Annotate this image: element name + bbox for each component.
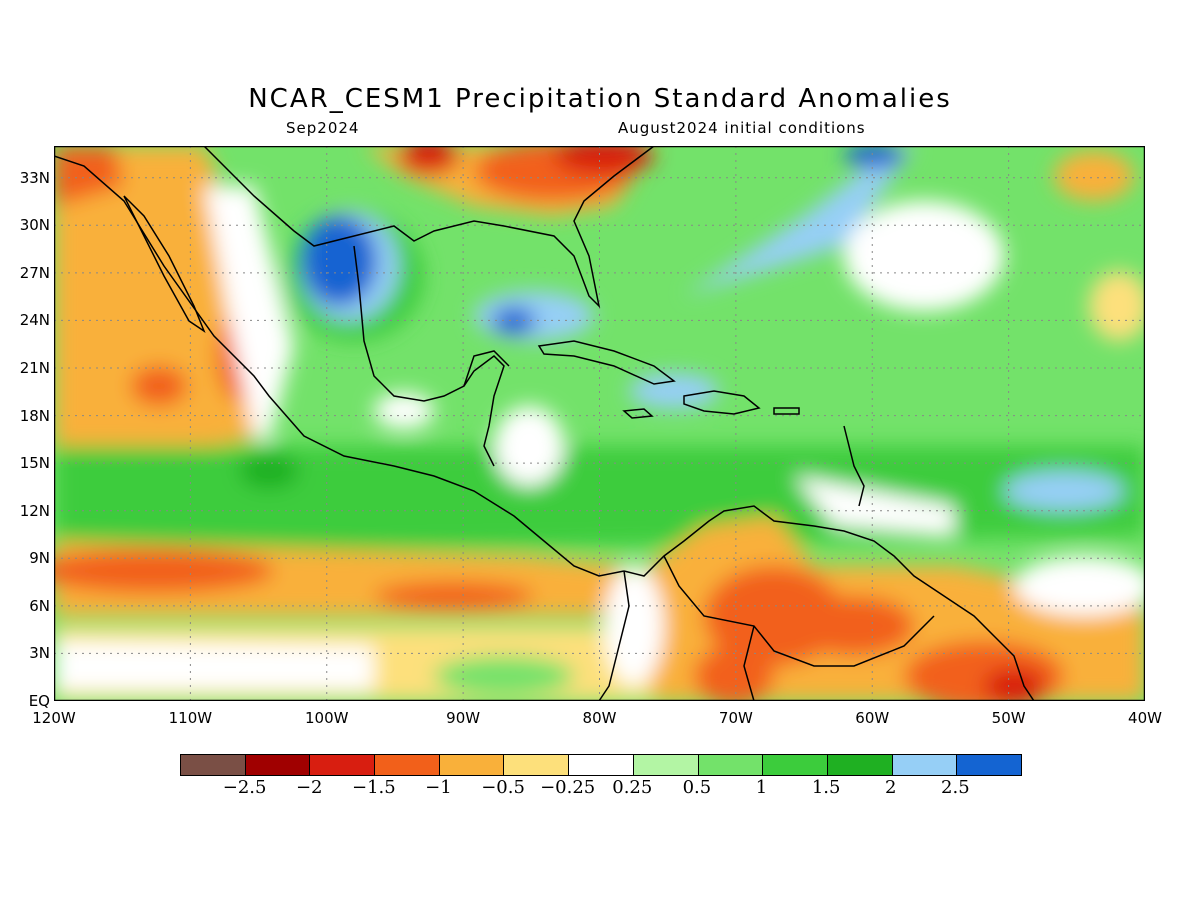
lon-tick-label: 90W xyxy=(446,709,481,727)
colorbar-tick-label: −0.25 xyxy=(540,777,596,798)
lat-tick-label: EQ xyxy=(28,692,50,710)
colorbar-swatch xyxy=(245,755,311,775)
colorbar-swatch xyxy=(504,755,570,775)
colorbar-tick-label: 2 xyxy=(885,777,897,798)
colorbar-tick-label: −2 xyxy=(295,777,323,798)
anomaly-map xyxy=(53,145,1146,702)
lat-tick-label: 9N xyxy=(29,549,50,568)
colorbar-swatch xyxy=(763,755,828,775)
colorbar-tick-label: 1 xyxy=(755,777,768,798)
initial-conditions: August2024 initial conditions xyxy=(618,119,866,137)
colorbar-tick-label: −1.5 xyxy=(351,777,396,798)
map-svg xyxy=(53,145,1146,702)
colorbar-swatch xyxy=(439,755,505,775)
map-frame xyxy=(53,145,1146,702)
colorbar-swatch xyxy=(698,755,764,775)
lat-tick-label: 6N xyxy=(29,596,50,615)
colorbar-swatch xyxy=(827,755,893,775)
colorbar-tick-label: 0.25 xyxy=(612,777,653,798)
lat-tick-label: 24N xyxy=(19,311,50,330)
colorbar-swatch xyxy=(375,755,440,775)
lat-tick-label: 3N xyxy=(29,644,50,663)
lat-tick-label: 27N xyxy=(19,263,50,282)
lon-tick-label: 70W xyxy=(718,709,753,727)
colorbar xyxy=(180,754,1022,776)
lat-tick-label: 21N xyxy=(19,359,50,377)
lat-tick-label: 15N xyxy=(19,454,50,473)
lat-tick-label: 30N xyxy=(19,216,50,235)
colorbar-tick-label: 1.5 xyxy=(811,777,841,798)
coastlines xyxy=(53,145,1035,702)
colorbar-swatch xyxy=(957,755,1021,775)
lat-tick-label: 33N xyxy=(19,168,50,187)
lon-tick-label: 100W xyxy=(305,709,349,727)
colorbar-swatch xyxy=(633,755,699,775)
map-title: NCAR_CESM1 Precipitation Standard Anomal… xyxy=(248,84,952,114)
colorbar-swatch xyxy=(569,755,634,775)
lat-tick-label: 18N xyxy=(19,406,50,425)
lon-tick-label: 80W xyxy=(582,709,617,727)
forecast-month: Sep2024 xyxy=(286,119,360,137)
colorbar-tick-label: −2.5 xyxy=(222,777,267,798)
colorbar-tick-label: 2.5 xyxy=(941,777,970,798)
lon-tick-label: 120W xyxy=(32,709,76,727)
colorbar-swatch xyxy=(181,755,246,775)
colorbar-swatch xyxy=(310,755,376,775)
colorbar-tick-label: −1 xyxy=(425,777,452,798)
lat-tick-label: 12N xyxy=(19,501,50,520)
colorbar-tick-label: 0.5 xyxy=(682,777,712,798)
colorbar-tick-label: −0.5 xyxy=(481,777,525,798)
lon-tick-label: 40W xyxy=(1128,709,1162,727)
anomaly-field xyxy=(54,146,1145,701)
lon-tick-label: 110W xyxy=(168,709,213,727)
lon-tick-label: 60W xyxy=(855,709,890,727)
lon-tick-label: 50W xyxy=(991,709,1026,727)
colorbar-swatch xyxy=(892,755,958,775)
